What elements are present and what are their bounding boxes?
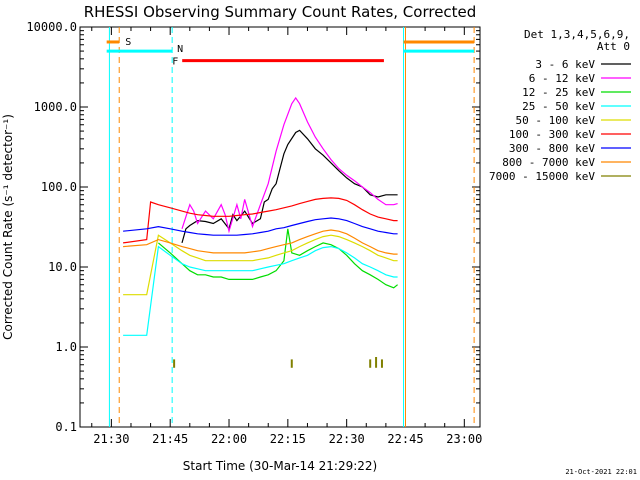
timestamp-stamp: 21-Oct-2021 22:01	[565, 468, 637, 476]
axis-ticks: 21:30 21:45 22:00 22:15 22:30 22:45 23:00 0.1 1.…	[26, 20, 482, 446]
series-line	[181, 129, 398, 244]
y-tick-label: 10000.0	[26, 20, 77, 34]
legend-entry-label: 800 - 7000 keV	[502, 156, 595, 169]
chart-title: RHESSI Observing Summary Count Rates, Co…	[84, 3, 477, 21]
x-tick-label: 22:30	[329, 432, 365, 446]
y-tick-label: 10.0	[48, 260, 77, 274]
legend-entry-label: 25 - 50 keV	[522, 100, 595, 113]
x-tick-label: 22:00	[211, 432, 247, 446]
y-tick-label: 1000.0	[34, 100, 77, 114]
legend-header-line2: Att 0	[597, 40, 630, 53]
legend-entry-label: 300 - 800 keV	[509, 142, 595, 155]
legend-entry-label: 100 - 300 keV	[509, 128, 595, 141]
y-axis-label: Corrected Count Rate (s⁻¹ detector⁻¹)	[1, 114, 15, 340]
series-line	[123, 245, 398, 336]
legend-entry-label: 6 - 12 keV	[529, 72, 596, 85]
series-line	[158, 228, 398, 289]
series-line	[181, 96, 398, 234]
y-tick-label: 1.0	[55, 340, 77, 354]
legend-header-line1: Det 1,3,4,5,6,9,	[524, 28, 630, 41]
night-marker-label: N	[177, 44, 183, 55]
x-tick-label: 21:45	[152, 432, 188, 446]
saa-marker-label: S	[125, 37, 131, 48]
legend-entry-label: 3 - 6 keV	[535, 58, 595, 71]
y-tick-label: 100.0	[41, 180, 77, 194]
x-tick-label: 23:00	[446, 432, 482, 446]
plot-frame	[79, 26, 481, 428]
series-line	[123, 217, 398, 236]
flare-marker-label: F	[172, 57, 178, 68]
x-tick-label: 21:30	[93, 432, 129, 446]
x-axis-label: Start Time (30-Mar-14 21:29:22)	[183, 459, 377, 473]
x-tick-label: 22:45	[387, 432, 423, 446]
legend-entry-label: 7000 - 15000 keV	[489, 170, 595, 183]
legend-entry-label: 12 - 25 keV	[522, 86, 595, 99]
data-series	[123, 96, 398, 368]
series-line	[123, 229, 398, 255]
legend-entry-label: 50 - 100 keV	[516, 114, 596, 127]
y-tick-label: 0.1	[55, 420, 77, 434]
x-tick-label: 22:15	[270, 432, 306, 446]
series-line	[123, 234, 398, 296]
chart-annotations: F S N	[106, 27, 475, 427]
series-line	[123, 197, 398, 244]
